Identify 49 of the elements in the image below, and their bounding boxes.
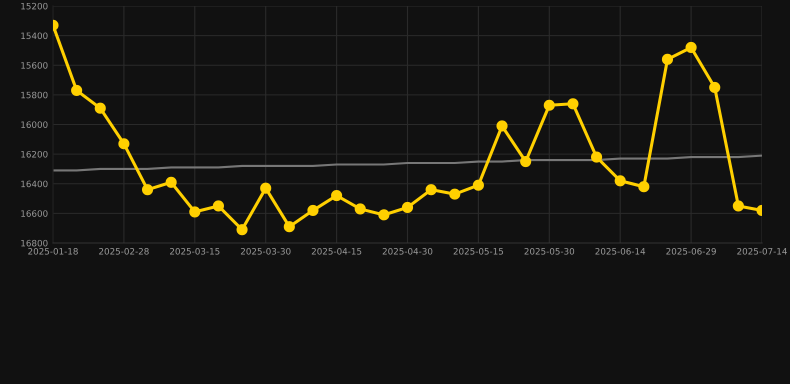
point <box>71 84 82 96</box>
point <box>732 200 744 212</box>
point <box>94 102 106 114</box>
point <box>544 100 555 111</box>
point <box>284 221 295 232</box>
y-tick-label: 15600 <box>21 62 48 69</box>
y-tick-label: 16000 <box>21 121 48 128</box>
point <box>307 204 319 216</box>
point <box>662 54 674 65</box>
x-tick-label: 2025-06-14 <box>595 248 646 255</box>
point <box>260 182 272 194</box>
point <box>212 200 224 212</box>
x-tick-label: 2025-07-14 <box>737 248 787 255</box>
y-tick-label: 15800 <box>21 92 48 98</box>
x-tick-label: 2025-02-28 <box>99 248 149 255</box>
x-tick-label: 2025-06-29 <box>666 248 716 255</box>
point <box>331 190 342 202</box>
point <box>567 98 578 110</box>
y-tick-label: 16400 <box>21 180 48 188</box>
point <box>686 42 697 54</box>
point <box>426 184 437 196</box>
point <box>638 181 650 192</box>
point <box>354 203 366 214</box>
x-tick-label: 2025-04-15 <box>312 248 362 255</box>
point <box>591 152 602 163</box>
x-tick-label: 2025-05-30 <box>524 248 574 255</box>
y-tick-label: 16800 <box>21 240 48 246</box>
point <box>166 176 177 188</box>
x-tick-label: 2025-05-15 <box>454 248 504 255</box>
point <box>472 180 484 191</box>
y-tick-label: 16600 <box>21 210 48 217</box>
point <box>520 156 532 168</box>
point <box>709 82 720 94</box>
y-tick-label: 16200 <box>21 150 48 158</box>
x-tick-label: 2025-04-30 <box>382 248 432 255</box>
point <box>378 209 390 220</box>
point <box>142 184 154 196</box>
x-tick-label: 2025-03-30 <box>240 248 291 255</box>
point <box>118 138 130 150</box>
point <box>496 120 508 132</box>
point <box>402 202 414 214</box>
point <box>189 206 200 218</box>
x-tick-label: 2025-03-15 <box>170 248 220 255</box>
point <box>236 224 248 236</box>
x-tick-label: 2025-01-18 <box>28 248 78 255</box>
y-tick-label: 15400 <box>21 32 48 40</box>
point <box>449 188 460 200</box>
y-tick-label: 15200 <box>21 2 48 10</box>
point <box>614 175 626 186</box>
